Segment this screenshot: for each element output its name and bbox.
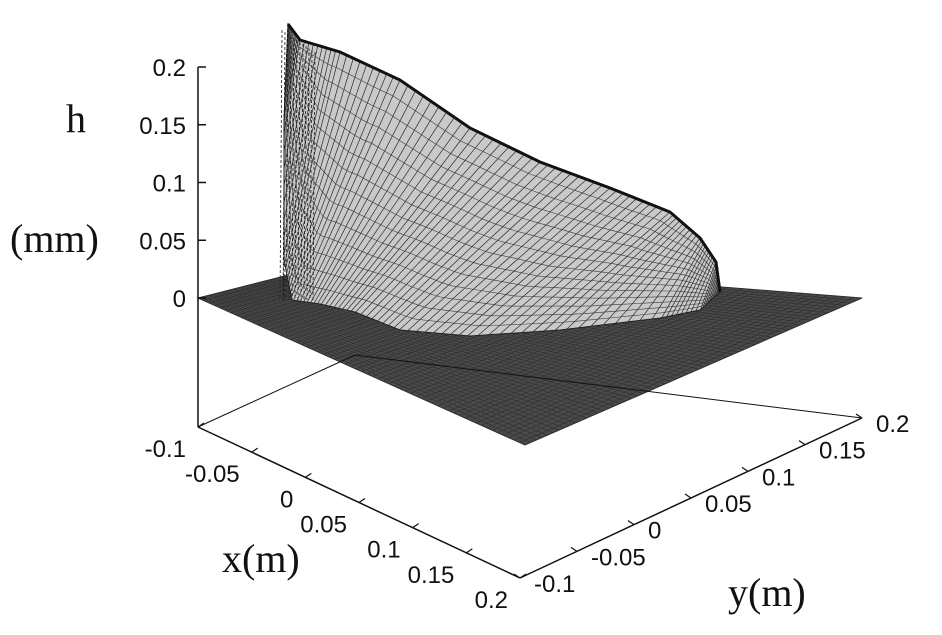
floor-mesh-line [508,295,837,438]
x-tick-label: 0.15 [408,562,455,589]
surface-mesh-line [284,23,721,327]
x-tick-mark [412,523,419,529]
floor-mesh-line [481,292,795,426]
wall-mesh-line [294,39,298,301]
surface-mesh-line [286,23,721,307]
wall-mesh-line [303,45,307,301]
y-tick-mark [627,520,635,526]
wall-mesh-line [306,47,310,301]
y-tick-mark [855,413,863,419]
x-tick-mark [358,498,366,503]
z-tick-label: 0.1 [153,171,186,198]
wall-mesh-line [297,41,301,301]
z-tick-label: 0.05 [139,228,186,255]
x-tick-mark [519,573,527,579]
y-tick-label: 0.15 [819,438,866,465]
floor-mesh-line [492,293,812,431]
x-tick-label: 0 [280,486,293,513]
wall-mesh-line [291,37,295,301]
surface-wall [283,23,289,300]
y-tick-mark [570,546,578,552]
surface-mesh-line [399,173,572,331]
x-ticks: -0.1-0.05 0 0.05 0.1 0.15 0.2 [145,422,527,614]
surface-mesh-line [286,23,721,317]
z-axis-label-h: h [66,96,86,141]
x-tick-label: -0.1 [145,436,186,463]
y-tick-mark [798,440,806,446]
x-axis-label: x(m) [222,536,300,581]
y-tick-label: 0.05 [705,491,752,518]
wall-mesh-line [309,49,313,301]
x-tick-mark [466,548,473,554]
x-tick-label: 0.2 [475,587,508,614]
z-tick-label: 0.2 [153,55,186,82]
surface-crest [286,23,722,293]
surface-mesh-line [287,23,721,293]
y-tick-label: -0.1 [534,571,575,598]
y-tick-mark [741,466,749,472]
z-tick-label: 0.15 [139,113,186,140]
back-box-line-right [354,354,863,419]
wall-mesh-line [288,35,292,301]
surface-mesh-line [287,23,721,293]
y-ticks: -0.1 -0.050 0.05 0.1 0.15 0.2 [513,411,909,598]
x-tick-label: 0.05 [300,512,347,539]
surface-mesh-line [287,23,721,293]
x-tick-mark [197,422,205,428]
y-tick-label: 0 [648,518,661,545]
x-tick-label: -0.05 [185,461,240,488]
z-tick-label: 0 [173,286,186,313]
surface-mesh-line [287,23,721,293]
y-tick-label: 0.1 [762,464,795,491]
wall-mesh-line [312,51,316,301]
back-box-line-left [197,354,356,428]
surface-mesh-line [293,73,387,301]
x-tick-mark [305,472,312,478]
floor-mesh-line [486,293,803,429]
floor-mesh-line [475,291,787,424]
floor-mesh-line [503,295,829,436]
y-tick-mark [513,573,521,579]
x-tick-label: 0.1 [367,537,400,564]
wall-mesh-line [285,33,289,301]
y-tick-mark [684,493,692,499]
y-tick-label: 0.2 [876,411,909,438]
z-axis-label-unit: (mm) [10,216,99,261]
x-tick-mark [251,447,258,453]
y-tick-label: -0.05 [591,544,646,571]
floor-mesh-line [513,296,846,441]
z-ticks: 0 0.05 0.1 0.15 0.2 [139,55,206,313]
floor-mesh-line [519,297,854,443]
wall-mesh-line [279,29,283,301]
y-axis-label: y(m) [728,570,806,615]
wall-mesh [279,29,316,301]
floor-mesh-line [497,294,820,434]
wall-mesh-line [300,43,304,301]
